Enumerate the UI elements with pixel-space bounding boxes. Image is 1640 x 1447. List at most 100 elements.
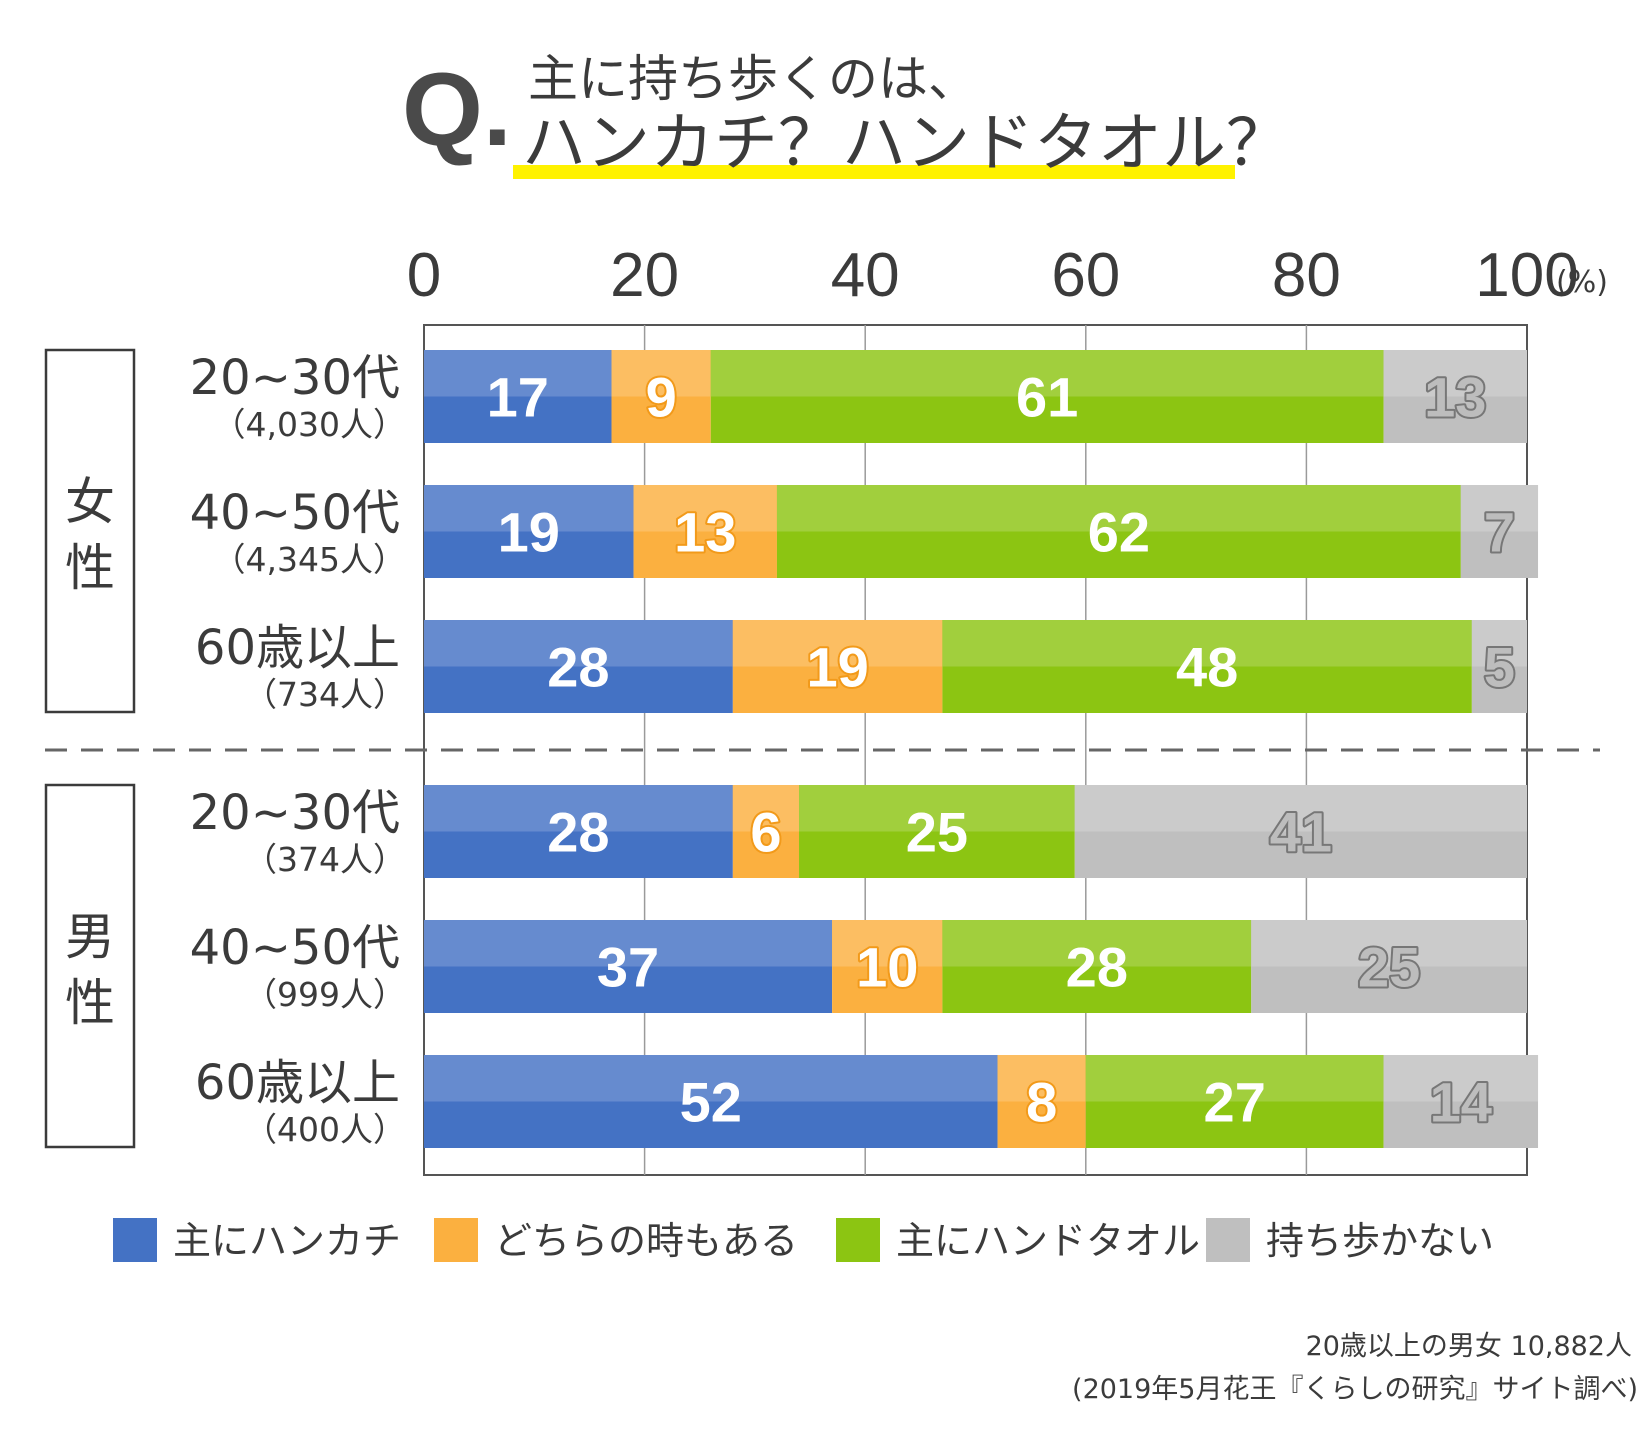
bar-segment-highlight [776,485,1461,532]
x-tick-label: 40 [831,241,900,310]
bar-segment-highlight [732,620,943,667]
data-label: 25 [1358,936,1420,999]
bar-segment-highlight [1085,1055,1384,1102]
data-label: 8 [1026,1071,1057,1134]
legend-label: 主にハンドタオル [896,1219,1200,1263]
row-label: 20~30代 [190,785,400,841]
title-line-2: ハンカチ？ハンドタオル？ [522,107,1290,181]
bar-segment-highlight [799,785,1075,832]
group-box [44,783,136,1149]
data-label: 10 [856,936,918,999]
legend-label: 持ち歩かない [1266,1219,1494,1263]
chart-title: Q. 主に持ち歩くのは、 ハンカチ？ハンドタオル？ [402,50,1290,181]
bar-segment-highlight [1251,920,1527,967]
row-labels: 20~30代（4,030人）40~50代（4,345人）60歳以上（734人）2… [190,350,406,1149]
bar-segment-highlight [424,785,733,832]
data-label: 9 [646,366,677,429]
data-label: 27 [1204,1071,1266,1134]
bar-segment-highlight [1460,485,1539,532]
data-label: 28 [547,636,609,699]
x-tick-label: 20 [610,241,679,310]
bar-segment-highlight [1383,1055,1539,1102]
data-label: 61 [1016,366,1078,429]
group-label-char: 性 [65,974,115,1032]
title-q-mark: Q. [402,52,512,168]
group-label-char: 男 [65,908,115,966]
row-sample-size: （400人） [244,1110,406,1149]
row-sample-size: （4,030人） [213,405,406,444]
x-tick-label: 80 [1272,241,1341,310]
bar-segment-highlight [997,1055,1086,1102]
data-label: 13 [1424,366,1486,429]
x-tick-label: 60 [1051,241,1120,310]
bar-segment-highlight [942,920,1252,967]
legend-swatch [113,1218,157,1262]
x-axis-ticks: 0 20 40 60 80 100 [407,241,1579,310]
bar-segment-highlight [1383,350,1527,397]
row-label: 20~30代 [190,350,400,406]
data-label: 37 [597,936,659,999]
x-axis-unit: (%) [1556,265,1608,300]
data-label: 28 [547,801,609,864]
data-label: 28 [1066,936,1128,999]
legend-swatch [434,1218,478,1262]
row-label: 60歳以上 [195,1055,400,1111]
bar-segment-highlight [710,350,1384,397]
bar-row: 19 13 62 7 [424,485,1539,578]
data-label: 13 [674,501,736,564]
bar-segment-highlight [1471,620,1527,667]
legend: 主にハンカチ どちらの時もある 主にハンドタオル 持ち歩かない [113,1218,1494,1263]
row-sample-size: （4,345人） [213,540,406,579]
x-tick-label: 100 [1475,241,1578,310]
legend-label: 主にハンカチ [173,1219,401,1263]
legend-label: どちらの時もある [494,1219,798,1263]
footnote-line-1: 20歳以上の男女 10,882人 [1306,1331,1632,1362]
group-label-char: 性 [65,539,115,597]
data-label: 25 [906,801,968,864]
row-sample-size: （999人） [244,975,406,1014]
bar-segment-highlight [424,350,612,397]
row-label: 40~50代 [190,920,400,976]
footnote-line-2: (2019年5月花王『くらしの研究』サイト調べ) [1072,1374,1638,1405]
legend-swatch [1206,1218,1250,1262]
bar-segment-highlight [832,920,943,967]
group-label-char: 女 [65,473,115,531]
data-label: 7 [1484,501,1515,564]
title-underline [513,165,1235,179]
bar-row: 37 10 28 25 [424,920,1527,1013]
bar-segment-highlight [424,620,733,667]
bar-segment-highlight [633,485,777,532]
data-label: 6 [750,801,781,864]
data-label: 5 [1484,636,1515,699]
bar-segment-highlight [942,620,1472,667]
data-label: 14 [1430,1071,1492,1134]
bar-segment-highlight [424,920,833,967]
legend-swatch [836,1218,880,1262]
title-line-1: 主に持ち歩くのは、 [528,50,978,108]
bar-row: 52 8 27 14 [424,1055,1539,1148]
row-sample-size: （734人） [244,675,406,714]
row-sample-size: （374人） [244,840,406,879]
data-label: 19 [806,636,868,699]
bar-segment-highlight [611,350,711,397]
bar-segment-highlight [732,785,800,832]
bar-segment-highlight [424,1055,998,1102]
bar-segment-highlight [1074,785,1527,832]
data-label: 19 [498,501,560,564]
data-label: 17 [487,366,549,429]
bar-row: 28 19 48 5 [424,620,1527,713]
data-label: 52 [680,1071,742,1134]
data-label: 41 [1270,801,1332,864]
row-label: 40~50代 [190,485,400,541]
group-box [44,348,136,714]
data-label: 48 [1176,636,1238,699]
row-label: 60歳以上 [195,620,400,676]
bar-row: 28 6 25 41 [424,785,1527,878]
x-tick-label: 0 [407,241,441,310]
bar-row: 17 9 61 13 [424,350,1527,443]
data-label: 62 [1088,501,1150,564]
bar-segment-highlight [424,485,634,532]
